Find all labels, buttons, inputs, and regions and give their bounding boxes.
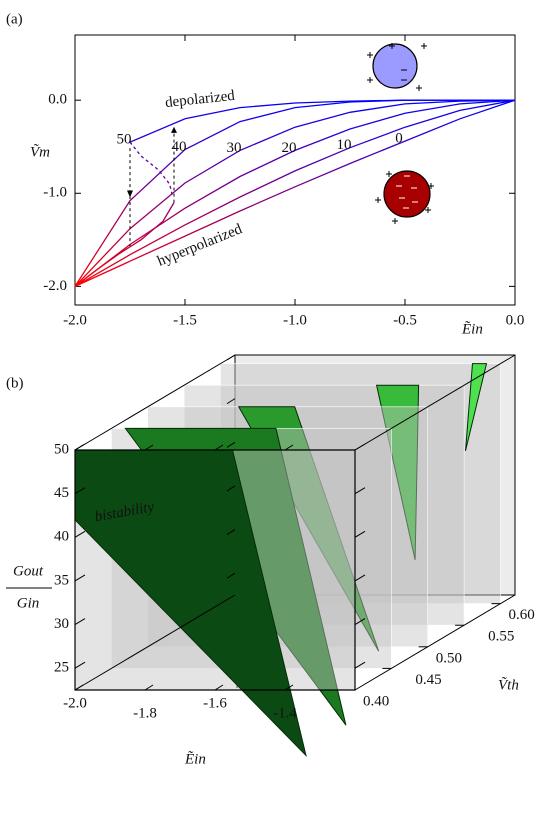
- x-tick: [284, 684, 294, 691]
- box-edge: [354, 594, 516, 691]
- z-tick: [74, 661, 86, 669]
- z-tick: [354, 530, 366, 538]
- x-tick-label: -1.8: [133, 705, 157, 721]
- x-tick-label: -2.0: [63, 312, 87, 328]
- z-tick-label: 40: [54, 529, 69, 545]
- z-tick-label: 35: [54, 572, 69, 588]
- x-tick: [284, 444, 294, 451]
- curve: [74, 99, 516, 287]
- x-tick: [74, 684, 84, 691]
- x-tick-label: 0.0: [506, 312, 525, 328]
- x-tick: [144, 444, 154, 451]
- curve: [74, 99, 515, 287]
- v-tick-label: 0.55: [488, 629, 514, 645]
- x-axis-label: Ẽin: [461, 320, 483, 337]
- z-tick: [74, 618, 86, 625]
- curve: [74, 99, 516, 287]
- z-tick: [226, 485, 236, 492]
- curve-label: 40: [172, 139, 187, 155]
- v-tick-label: 0.60: [508, 607, 534, 623]
- curve-label: 30: [227, 140, 242, 156]
- y-tick-label: -1.0: [43, 185, 67, 201]
- curve-label: 0: [395, 131, 403, 147]
- x-tick: [144, 684, 154, 691]
- z-tick: [354, 661, 366, 669]
- z-axis-label: Gout: [13, 563, 44, 579]
- z-tick: [226, 441, 236, 448]
- panel-label: (a): [6, 11, 23, 27]
- x-tick: [214, 684, 224, 691]
- curve-label: 10: [337, 137, 352, 153]
- v-tick-label: 0.50: [436, 650, 462, 666]
- curve: [74, 99, 516, 287]
- x-tick-label: -1.4: [273, 705, 297, 721]
- y-tick-label: 0.0: [48, 92, 67, 108]
- hyperpolarized-cell-icon: [375, 170, 434, 224]
- curve: [74, 99, 516, 287]
- x-tick-label: -0.5: [393, 312, 417, 328]
- y-tick-label: -2.0: [43, 278, 67, 294]
- x-axis-label: Ẽin: [184, 750, 206, 767]
- v-axis-label: Ṽth: [498, 676, 519, 693]
- z-tick: [354, 574, 366, 582]
- box-edge: [74, 594, 236, 691]
- curve-label: 20: [282, 140, 297, 156]
- panel-label: (b): [6, 375, 24, 391]
- box-edge: [74, 354, 236, 451]
- plot-frame: [74, 34, 516, 306]
- z-tick: [74, 574, 86, 582]
- depolarized-cell-icon: [367, 43, 427, 91]
- z-tick: [226, 398, 236, 405]
- annotation: hyperpolarized: [155, 221, 245, 270]
- z-tick-label: 30: [54, 616, 69, 632]
- x-tick-label: -2.0: [63, 695, 87, 711]
- z-tick: [354, 443, 366, 451]
- bistability-region: [465, 363, 488, 452]
- z-tick: [226, 354, 236, 361]
- z-tick-label: 50: [54, 441, 69, 457]
- z-tick: [226, 529, 236, 535]
- annotation: depolarized: [164, 88, 236, 111]
- z-tick: [354, 618, 366, 625]
- z-tick-label: 25: [54, 660, 69, 676]
- box-edge: [354, 354, 516, 451]
- curve-label: 50: [117, 132, 132, 148]
- z-tick: [226, 572, 236, 579]
- z-tick: [354, 487, 366, 495]
- v-tick-label: 0.45: [415, 672, 441, 688]
- x-tick: [74, 444, 84, 451]
- curve: [74, 99, 515, 287]
- z-axis-label: Gin: [17, 595, 40, 611]
- z-tick: [74, 530, 86, 538]
- x-tick: [214, 444, 224, 451]
- z-tick-label: 45: [54, 485, 69, 501]
- arrow-head: [127, 190, 133, 198]
- x-tick-label: -1.6: [203, 695, 227, 711]
- x-tick-label: -1.5: [173, 312, 197, 328]
- bistability-region: [375, 384, 420, 560]
- x-tick-label: -1.0: [283, 312, 307, 328]
- y-axis-label: Ṽm: [30, 143, 50, 160]
- v-tick-label: 0.40: [363, 693, 389, 709]
- z-tick: [74, 487, 86, 495]
